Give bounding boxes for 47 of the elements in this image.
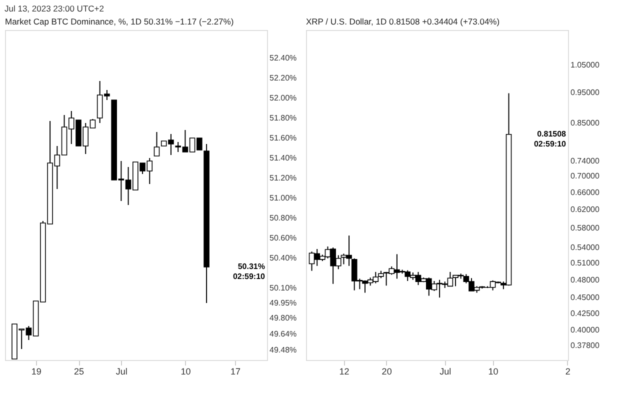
y-tick-label: 0.70000 <box>570 172 600 181</box>
y-tick-label: 51.40% <box>270 154 297 162</box>
chart-title: XRP / U.S. Dollar, 1D 0.81508 +0.34404 (+73.04%) <box>306 16 500 26</box>
x-tick-label: 19 <box>31 366 42 376</box>
y-tick-label: 52.20% <box>270 74 297 82</box>
y-tick-label: 50.10% <box>270 284 297 292</box>
y-tick-label: 0.48000 <box>570 275 600 284</box>
y-tick-label: 51.60% <box>270 134 297 142</box>
x-tick-label: 25 <box>74 366 84 376</box>
y-tick-label: 49.64% <box>270 330 297 338</box>
x-tick-label: 10 <box>180 366 191 376</box>
candlestick <box>154 132 160 156</box>
y-tick-label: 0.85000 <box>570 118 600 128</box>
y-tick-label: 0.62000 <box>570 205 600 214</box>
x-tick-label: 20 <box>382 366 392 376</box>
y-tick-label: 0.54000 <box>570 242 600 252</box>
x-tick-label: Jul <box>116 366 128 376</box>
y-tick-label: 50.60% <box>270 234 297 242</box>
y-tick-label: 50.80% <box>270 214 297 222</box>
y-tick-label: 49.95% <box>270 298 297 308</box>
y-tick-label: 0.45000 <box>570 293 600 302</box>
y-tick-label: 0.40000 <box>570 325 600 334</box>
y-tick-label: 0.74000 <box>570 156 600 166</box>
y-tick-label: 51.20% <box>270 174 297 182</box>
y-tick-label: 51.80% <box>270 114 297 122</box>
y-tick-label: 50.40% <box>270 254 297 262</box>
y-tick-label: 49.80% <box>270 314 297 322</box>
x-tick-label: 17 <box>230 366 240 376</box>
y-tick-label: 0.58000 <box>570 223 600 232</box>
x-tick-label: 10 <box>488 366 498 376</box>
x-tick-label: Jul <box>440 366 452 376</box>
annotation: 0.81508 02:59:10 <box>534 129 567 148</box>
y-tick-label: 0.37800 <box>570 340 600 350</box>
x-tick-label: 12 <box>339 366 350 376</box>
x-tick-label: 2 <box>565 366 570 376</box>
y-tick-label: 0.51000 <box>570 258 600 268</box>
annotation: 50.31% 02:59:10 <box>232 262 266 281</box>
y-tick-label: 1.05000 <box>570 60 600 70</box>
y-tick-label: 49.48% <box>270 346 297 354</box>
y-tick-label: 0.42500 <box>570 308 600 318</box>
y-tick-label: 52.40% <box>270 54 297 62</box>
y-tick-label: 51.00% <box>270 194 297 202</box>
chart-title: Market Cap BTC Dominance, %, 1D 50.31% −1.17 (−2.27%) <box>5 16 234 26</box>
y-tick-label: 0.95000 <box>570 88 600 97</box>
y-tick-label: 52.00% <box>270 94 297 102</box>
y-tick-label: 0.66000 <box>570 188 600 197</box>
text: Jul 13, 2023 23:00 UTC+2 <box>4 4 104 14</box>
